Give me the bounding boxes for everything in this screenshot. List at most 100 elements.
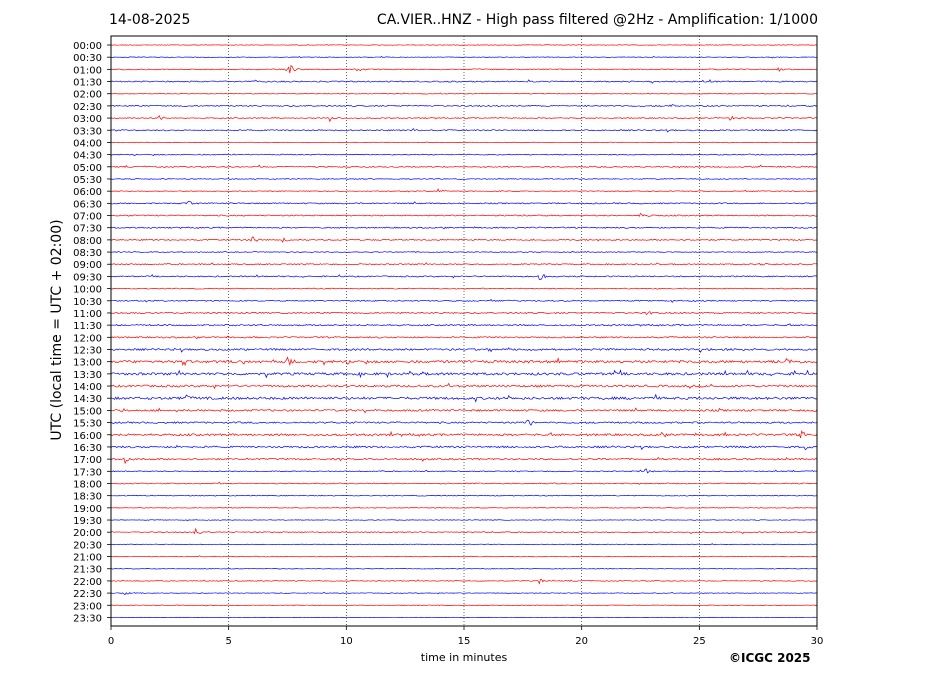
- x-tick-label: 30: [811, 636, 824, 647]
- copyright-label: ©ICGC 2025: [729, 651, 811, 665]
- y-tick-label: 23:00: [73, 601, 102, 612]
- trace-15-00: [110, 407, 818, 414]
- y-tick-label: 16:00: [73, 431, 102, 442]
- y-tick-label: 04:00: [73, 138, 102, 149]
- y-tick-label: 06:00: [73, 187, 102, 198]
- y-tick-label: 11:00: [73, 309, 102, 320]
- trace-19-30: [110, 519, 818, 522]
- trace-09-30: [110, 273, 818, 280]
- y-tick-label: 08:30: [73, 248, 102, 259]
- x-tick-label: 20: [575, 636, 588, 647]
- x-tick-label: 0: [108, 636, 114, 647]
- trace-09-00: [110, 262, 818, 266]
- x-tick-label: 5: [225, 636, 231, 647]
- trace-12-00: [110, 335, 818, 340]
- trace-10-30: [110, 298, 818, 303]
- x-tick-label: 15: [458, 636, 471, 647]
- trace-14-00: [110, 382, 818, 390]
- y-tick-label: 05:30: [73, 175, 102, 186]
- y-tick-label: 15:30: [73, 419, 102, 430]
- trace-11-30: [110, 323, 818, 327]
- y-tick-label: 01:30: [73, 78, 102, 89]
- y-tick-label: 18:00: [73, 479, 102, 490]
- trace-12-30: [110, 347, 818, 353]
- y-tick-label: 04:30: [73, 151, 102, 162]
- y-tick-label: 12:30: [73, 346, 102, 357]
- y-tick-label: 15:00: [73, 406, 102, 417]
- y-tick-label: 21:30: [73, 565, 102, 576]
- y-tick-label: 09:00: [73, 260, 102, 271]
- trace-11-00: [110, 311, 818, 315]
- x-axis-label: time in minutes: [420, 651, 508, 664]
- y-tick-label: 10:00: [73, 285, 102, 296]
- trace-01-00: [110, 64, 818, 74]
- y-tick-label: 12:00: [73, 333, 102, 344]
- trace-14-30: [110, 393, 818, 403]
- y-tick-label: 20:30: [73, 540, 102, 551]
- plot-frame: [110, 35, 818, 627]
- trace-07-00: [110, 212, 818, 217]
- y-tick-label: 14:00: [73, 382, 102, 393]
- trace-00-00: [110, 44, 818, 46]
- trace-10-00: [110, 287, 818, 290]
- y-tick-label: 22:30: [73, 589, 102, 600]
- trace-17-00: [110, 456, 818, 465]
- y-tick-label: 21:00: [73, 553, 102, 564]
- y-tick-label: 20:00: [73, 528, 102, 539]
- x-tick-label: 25: [693, 636, 706, 647]
- trace-13-00: [110, 356, 818, 367]
- y-tick-label: 07:00: [73, 212, 102, 223]
- y-tick-label: 17:00: [73, 455, 102, 466]
- trace-04-00: [110, 141, 818, 144]
- y-tick-label: 00:30: [73, 53, 102, 64]
- trace-21-00: [110, 555, 818, 558]
- trace-03-30: [110, 128, 818, 133]
- trace-02-30: [110, 104, 818, 108]
- trace-16-30: [110, 444, 818, 451]
- trace-06-30: [110, 200, 818, 205]
- y-tick-label: 16:30: [73, 443, 102, 454]
- y-tick-label: 03:30: [73, 126, 102, 137]
- chart-title: CA.VIER..HNZ - High pass filtered @2Hz -…: [376, 12, 818, 28]
- y-tick-label: 22:00: [73, 577, 102, 588]
- trace-20-00: [110, 527, 818, 535]
- trace-18-00: [110, 481, 818, 485]
- x-tick-label: 10: [340, 636, 353, 647]
- trace-00-30: [110, 55, 818, 59]
- trace-08-30: [110, 250, 818, 253]
- trace-21-30: [110, 567, 818, 570]
- trace-16-00: [110, 430, 818, 438]
- y-tick-label: 23:30: [73, 613, 102, 624]
- y-tick-label: 13:30: [73, 370, 102, 381]
- trace-15-30: [110, 419, 818, 426]
- y-tick-label: 14:30: [73, 394, 102, 405]
- y-tick-label: 19:00: [73, 504, 102, 515]
- y-tick-label: 02:30: [73, 102, 102, 113]
- y-tick-label: 07:30: [73, 224, 102, 235]
- trace-07-30: [110, 226, 818, 230]
- trace-22-00: [110, 578, 818, 585]
- trace-23-00: [110, 604, 818, 607]
- trace-04-30: [110, 153, 818, 157]
- trace-02-00: [110, 92, 818, 95]
- y-tick-label: 09:30: [73, 272, 102, 283]
- y-tick-label: 01:00: [73, 65, 102, 76]
- trace-08-00: [110, 236, 818, 243]
- trace-19-00: [110, 506, 817, 509]
- y-tick-label: 19:30: [73, 516, 102, 527]
- trace-05-30: [110, 178, 818, 180]
- y-tick-label: 18:30: [73, 492, 102, 503]
- y-tick-label: 10:30: [73, 297, 102, 308]
- trace-22-30: [110, 591, 818, 595]
- y-tick-label: 08:00: [73, 236, 102, 247]
- trace-17-30: [110, 468, 818, 474]
- trace-20-30: [110, 543, 818, 546]
- trace-13-30: [110, 369, 818, 379]
- y-tick-label: 13:00: [73, 358, 102, 369]
- y-tick-label: 03:00: [73, 114, 102, 125]
- y-tick-label: 05:00: [73, 163, 102, 174]
- trace-01-30: [110, 79, 818, 84]
- y-tick-label: 11:30: [73, 321, 102, 332]
- y-tick-label: 00:00: [73, 41, 102, 52]
